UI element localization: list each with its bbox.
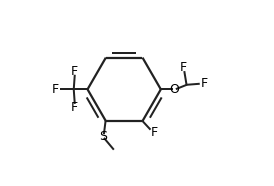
Text: F: F bbox=[200, 77, 207, 90]
Text: F: F bbox=[71, 101, 78, 114]
Text: F: F bbox=[52, 83, 59, 96]
Text: O: O bbox=[170, 83, 179, 96]
Text: F: F bbox=[150, 126, 158, 139]
Text: S: S bbox=[99, 130, 107, 143]
Text: F: F bbox=[180, 61, 187, 74]
Text: F: F bbox=[71, 65, 78, 78]
